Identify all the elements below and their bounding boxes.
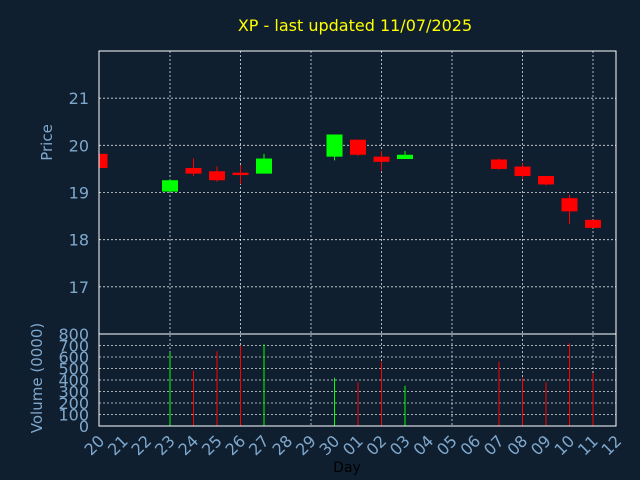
- volume-tick-label: 100: [58, 406, 89, 425]
- candle-body: [373, 156, 390, 162]
- candle-body: [185, 167, 202, 174]
- volume-tick-label: 800: [58, 325, 89, 344]
- volume-axis-label: Volume (0000): [28, 323, 46, 433]
- candle-body: [209, 171, 225, 181]
- candle: [350, 139, 366, 156]
- price-gridlines: [99, 97, 616, 288]
- candle: [326, 134, 343, 161]
- candle: [561, 194, 578, 225]
- volume-bars-layer: [169, 343, 594, 426]
- candle: [397, 150, 413, 160]
- candle-body: [514, 166, 531, 176]
- candle-body: [232, 172, 249, 176]
- candle-body: [256, 158, 272, 174]
- candle-body: [561, 198, 578, 212]
- candle-body: [585, 219, 601, 228]
- candle-body: [350, 139, 366, 155]
- candle: [373, 150, 390, 171]
- x-axis-label: Day: [333, 460, 361, 476]
- candle: [491, 158, 507, 170]
- volume-panel-frame: [98, 333, 617, 427]
- volume-tick-label: 700: [58, 337, 89, 356]
- price-tick-label: 18: [69, 231, 89, 250]
- candle: [162, 179, 178, 192]
- candle-body: [491, 159, 507, 169]
- candle: [256, 153, 272, 174]
- x-tick-labels: 2021222324252627282930010203040506070809…: [80, 431, 625, 459]
- x-tick-label: 12: [597, 431, 625, 459]
- candle: [538, 175, 554, 186]
- candles-layer: [99, 134, 601, 228]
- candle: [585, 219, 601, 228]
- candle-body: [538, 175, 554, 185]
- volume-tick-label: 0: [79, 417, 89, 436]
- volume-tick-label: 300: [58, 383, 89, 402]
- candle-body: [397, 154, 413, 160]
- candle: [209, 166, 225, 182]
- price-tick-labels: 17 18 19 20 21: [69, 89, 89, 297]
- candle-body: [99, 153, 108, 168]
- candle-body: [162, 180, 178, 192]
- price-tick-label: 21: [69, 89, 89, 108]
- price-tick-label: 20: [69, 136, 89, 155]
- volume-tick-label: 600: [58, 348, 89, 367]
- candle: [185, 158, 202, 176]
- volume-tick-label: 200: [58, 394, 89, 413]
- chart-title: XP - last updated 11/07/2025: [238, 16, 472, 35]
- volume-tick-label: 500: [58, 360, 89, 379]
- price-tick-label: 19: [69, 184, 89, 203]
- candle: [232, 165, 249, 185]
- candle-body: [326, 134, 343, 157]
- price-tick-label: 17: [69, 278, 89, 297]
- volume-tick-label: 400: [58, 371, 89, 390]
- candle: [99, 153, 108, 168]
- candle: [514, 163, 531, 179]
- price-axis-label: Price: [38, 124, 56, 161]
